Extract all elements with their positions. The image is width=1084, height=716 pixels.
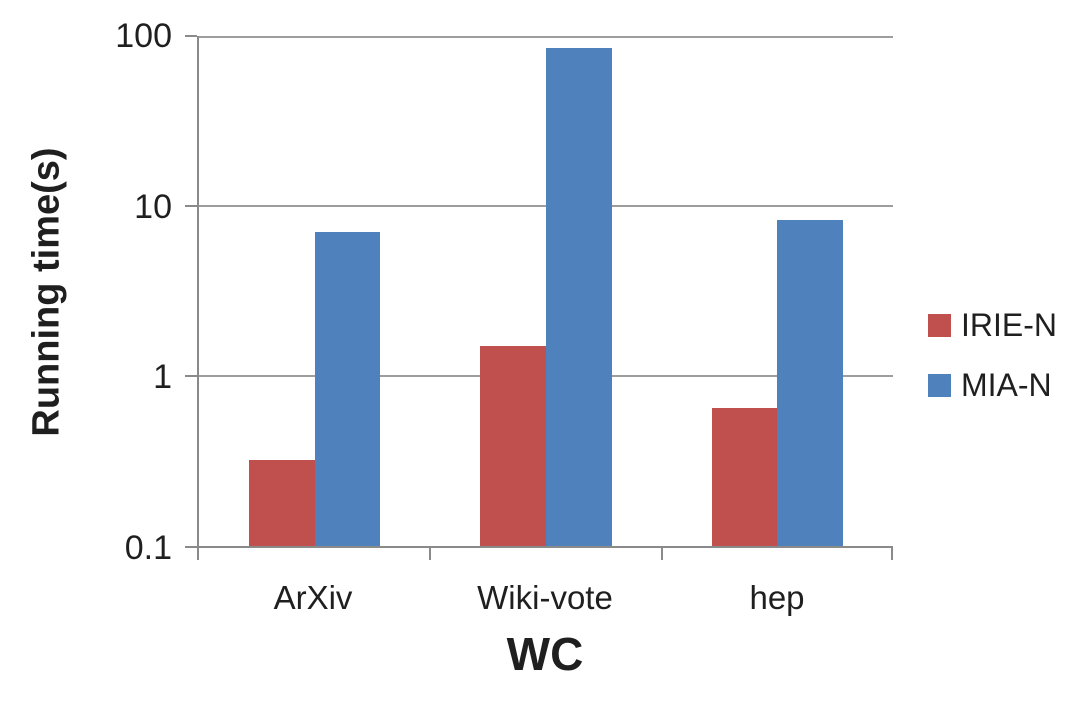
bar-irie-n-wiki-vote <box>480 346 546 546</box>
legend-item-irie-n: IRIE-N <box>928 307 1057 343</box>
plot-area <box>185 35 893 560</box>
y-tick-mark <box>185 35 197 37</box>
x-tick-mark <box>429 548 432 560</box>
bar-mia-n-hep <box>777 219 844 546</box>
y-tick-label-0-1: 0.1 <box>124 529 172 567</box>
legend-label-irie-n: IRIE-N <box>961 307 1057 343</box>
x-axis-title: WC <box>506 628 584 680</box>
x-category-label-hep: hep <box>749 579 805 616</box>
x-tick-mark <box>891 548 893 560</box>
y-tick-mark <box>185 546 197 548</box>
y-tick-label-100: 100 <box>115 17 172 55</box>
legend: IRIE-N MIA-N <box>928 307 1057 403</box>
x-tick-mark <box>197 548 199 560</box>
y-tick-mark <box>185 204 197 207</box>
y-tick-mark <box>185 375 197 377</box>
legend-label-mia-n: MIA-N <box>961 367 1052 403</box>
bar-irie-n-arxiv <box>248 460 315 546</box>
x-tick-mark <box>660 548 663 560</box>
y-tick-label-1: 1 <box>153 358 172 396</box>
bar-mia-n-wiki-vote <box>546 48 612 546</box>
gridline-100 <box>199 36 893 38</box>
legend-swatch-mia-n <box>928 373 951 397</box>
legend-item-mia-n: MIA-N <box>928 367 1057 403</box>
y-tick-label-10: 10 <box>134 188 172 226</box>
bar-mia-n-arxiv <box>314 232 381 546</box>
legend-swatch-irie-n <box>928 313 951 337</box>
bar-irie-n-hep <box>711 407 778 546</box>
x-category-label-wiki-vote: Wiki-vote <box>477 579 613 616</box>
x-category-label-arxiv: ArXiv <box>273 579 353 616</box>
